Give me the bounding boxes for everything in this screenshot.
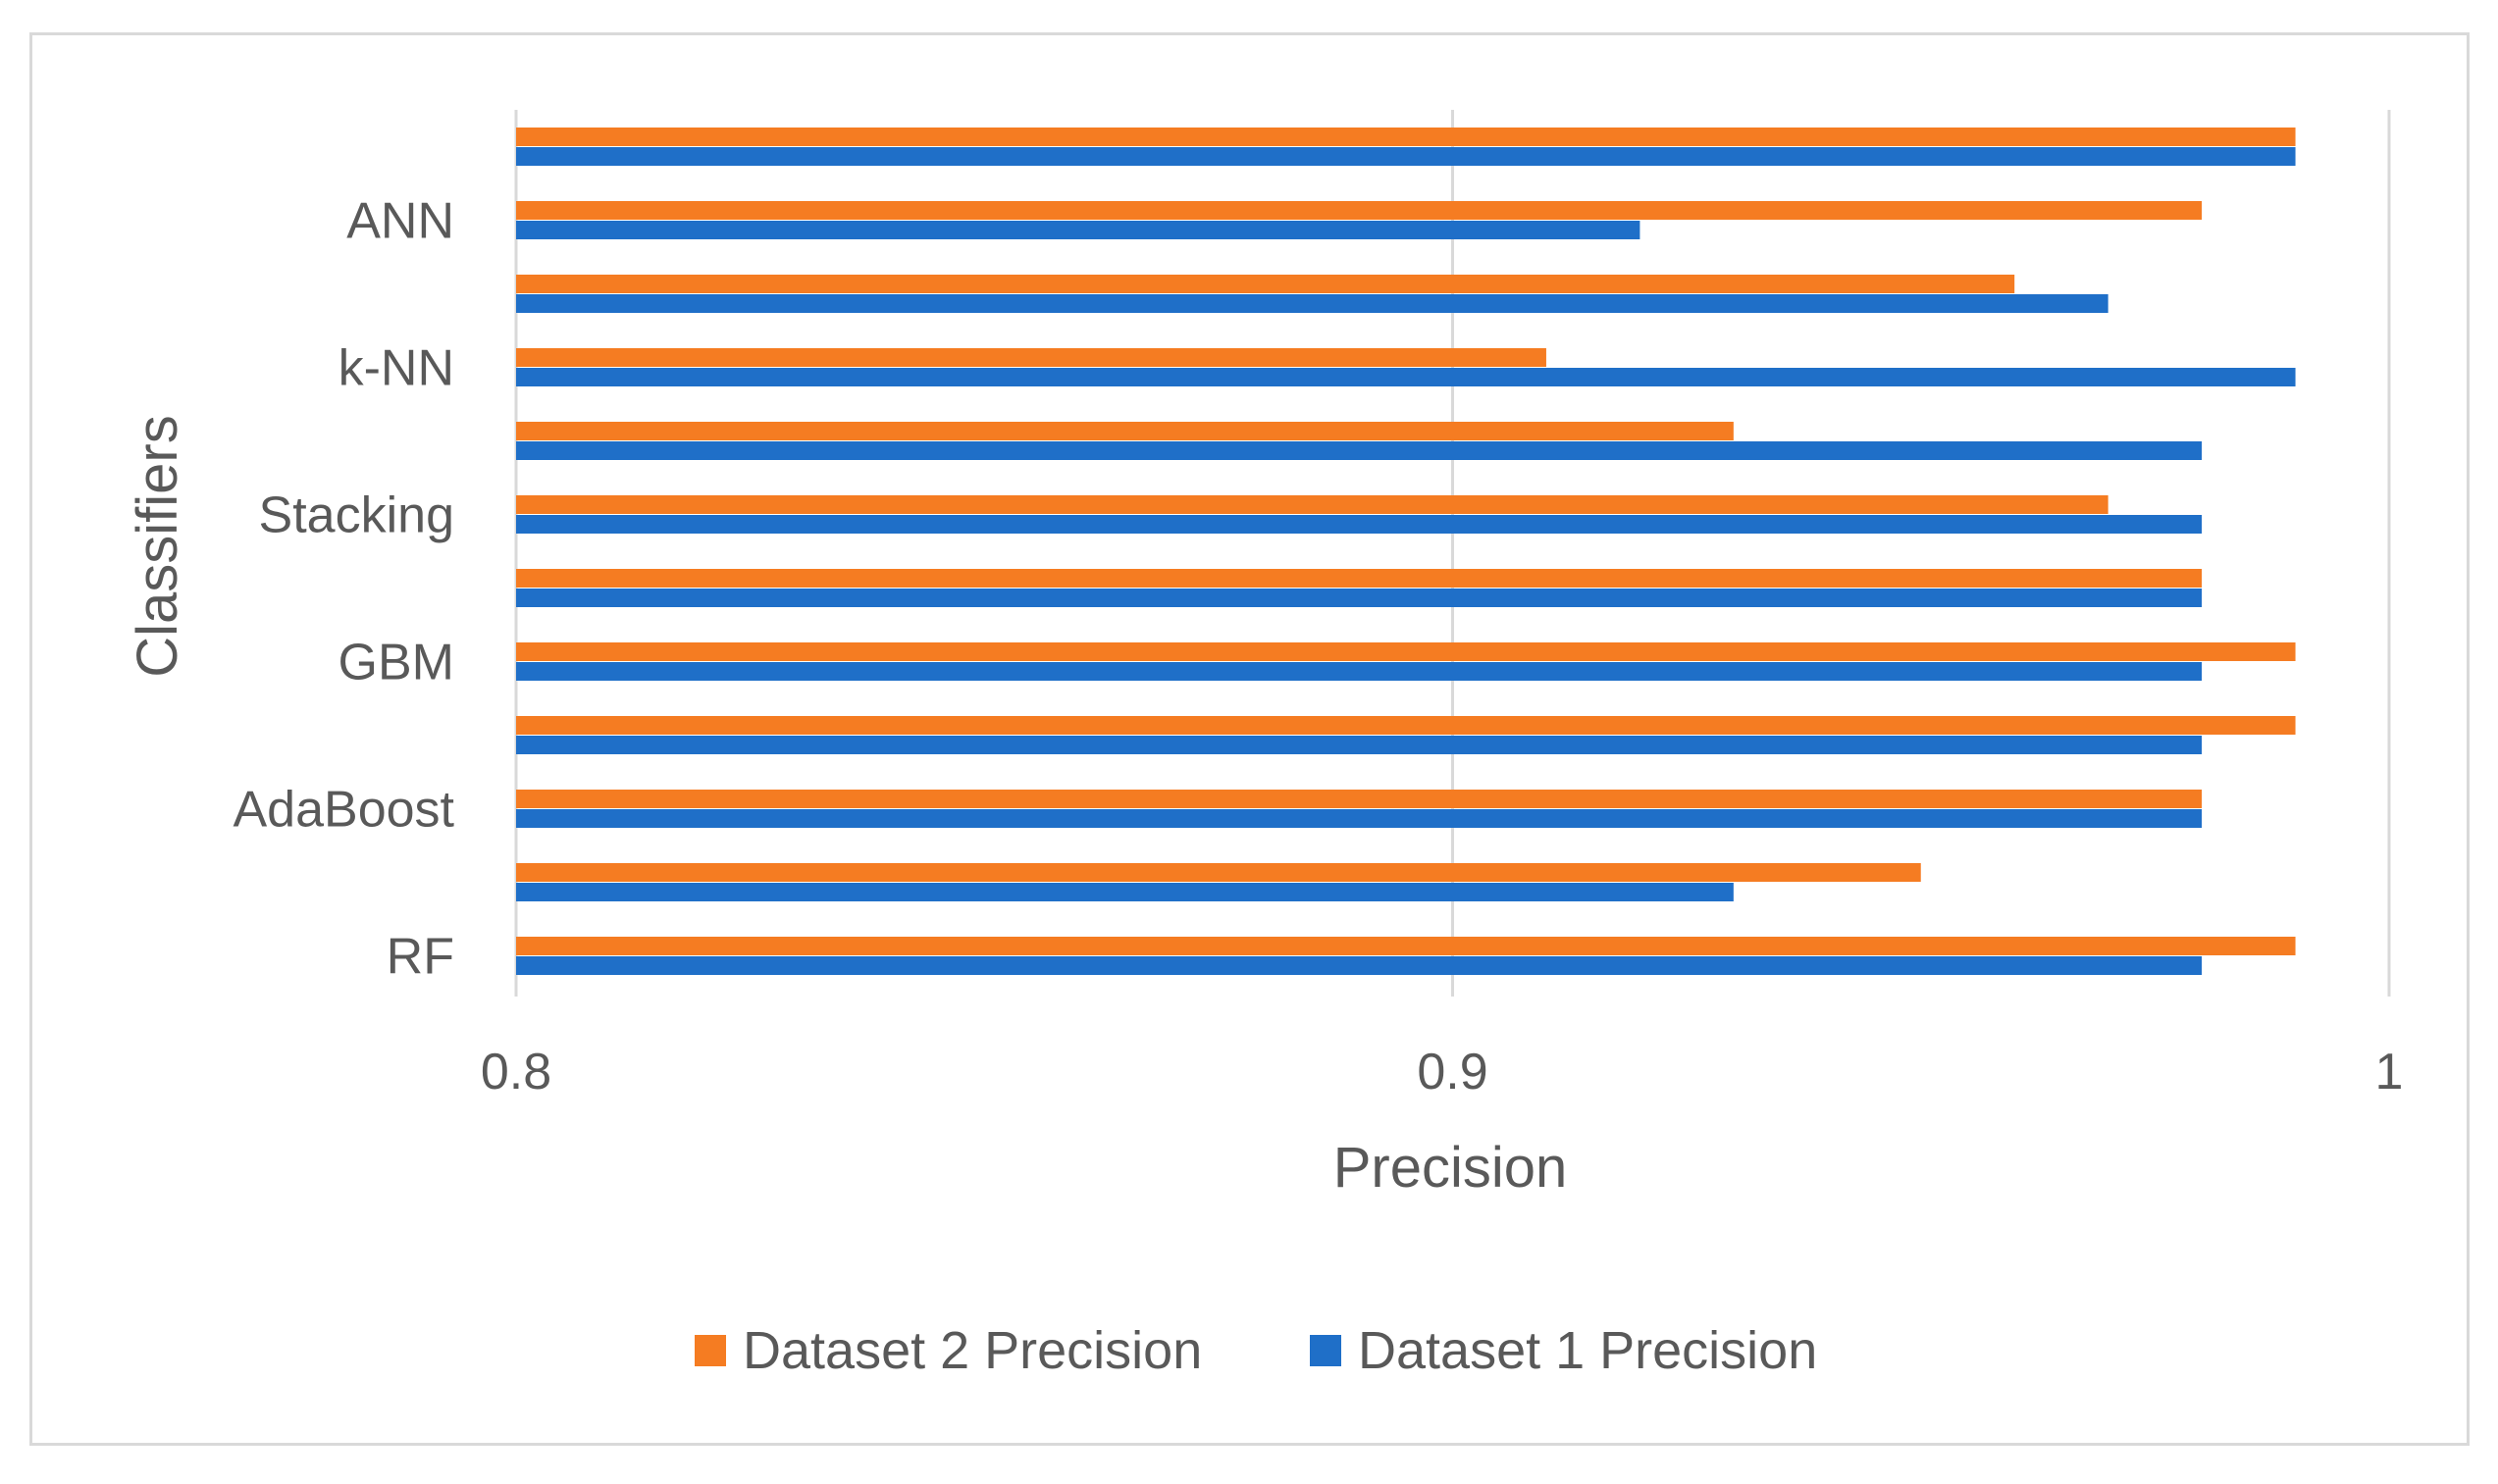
bar-dataset-2 [516,128,2296,146]
bar-dataset-2 [516,790,2203,808]
y-tick-label: GBM [338,635,454,691]
y-tick-label: Stacking [259,487,454,544]
y-tick-label: RF [387,929,454,986]
bar-dataset-1 [516,147,2296,166]
y-tick-label: AdaBoost [234,782,455,839]
x-tick-labels: 0.8 0.9 1 [481,1044,2404,1100]
x-axis-label: Precision [1333,1136,1568,1200]
bar-dataset-1 [516,441,2203,460]
y-tick-label: ANN [346,193,454,250]
bar-dataset-1 [516,809,2203,828]
bar-dataset-2 [516,937,2296,955]
y-tick-label: k-NN [338,340,454,397]
bar-dataset-2 [516,642,2296,661]
bar-dataset-1 [516,294,2108,313]
bar-dataset-1 [516,956,2203,975]
bar-dataset-2 [516,495,2108,514]
bar-dataset-1 [516,736,2203,754]
legend: Dataset 2 Precision Dataset 1 Precision [695,1321,1817,1380]
y-tick-labels: RF AdaBoost GBM Stacking k-NN ANN [234,193,455,986]
bar-dataset-2 [516,422,1734,440]
x-tick-label: 0.8 [481,1044,551,1100]
bar-dataset-1 [516,368,2296,386]
bar-dataset-1 [516,662,2203,681]
y-axis-label: Classifiers [126,415,189,678]
legend-swatch [695,1335,726,1366]
bars [516,128,2296,975]
grid-lines [514,110,2391,997]
bar-dataset-1 [516,221,1640,239]
x-tick-label: 1 [2375,1044,2404,1100]
bar-dataset-2 [516,569,2203,588]
bar-dataset-1 [516,515,2203,534]
bar-dataset-2 [516,863,1921,882]
legend-label: Dataset 2 Precision [743,1321,1202,1380]
bar-dataset-2 [516,348,1546,367]
bar-dataset-2 [516,201,2203,220]
bar-dataset-1 [516,588,2203,607]
bar-dataset-1 [516,883,1734,901]
legend-label: Dataset 1 Precision [1358,1321,1817,1380]
x-tick-label: 0.9 [1417,1044,1487,1100]
bar-dataset-2 [516,716,2296,735]
bar-dataset-2 [516,275,2015,293]
legend-swatch [1310,1335,1341,1366]
